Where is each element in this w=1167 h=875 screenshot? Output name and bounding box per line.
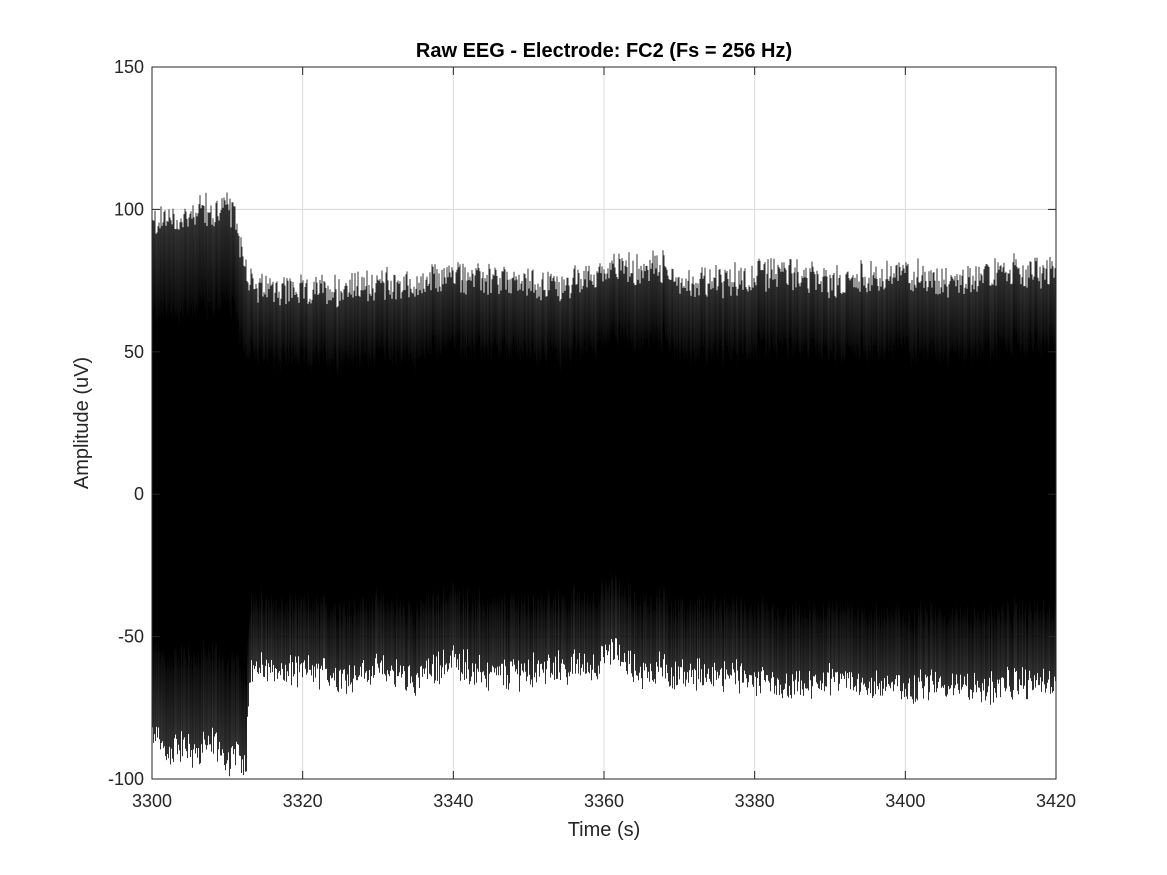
x-tick-label: 3420 — [1036, 791, 1076, 811]
x-tick-label: 3380 — [735, 791, 775, 811]
chart-title: Raw EEG - Electrode: FC2 (Fs = 256 Hz) — [416, 40, 792, 62]
x-tick-label: 3400 — [885, 791, 925, 811]
y-tick-label: 50 — [124, 342, 144, 362]
y-tick-label: 0 — [134, 484, 144, 504]
y-tick-label: 150 — [114, 57, 144, 77]
y-tick-label: -100 — [108, 769, 144, 789]
x-tick-label: 3320 — [283, 791, 323, 811]
y-axis-label: Amplitude (uV) — [71, 357, 93, 489]
y-tick-label: -50 — [118, 627, 144, 647]
plot-area — [151, 192, 1057, 777]
eeg-signal-line — [151, 192, 1057, 777]
x-tick-label: 3360 — [584, 791, 624, 811]
x-tick-label: 3300 — [132, 791, 172, 811]
x-axis-label: Time (s) — [568, 819, 641, 841]
x-tick-label: 3340 — [433, 791, 473, 811]
axis-ticks: 3300 3320 3340 3360 3380 3400 3420 -100 -50 0 50 10… — [108, 57, 1076, 811]
y-tick-label: 100 — [114, 199, 144, 219]
